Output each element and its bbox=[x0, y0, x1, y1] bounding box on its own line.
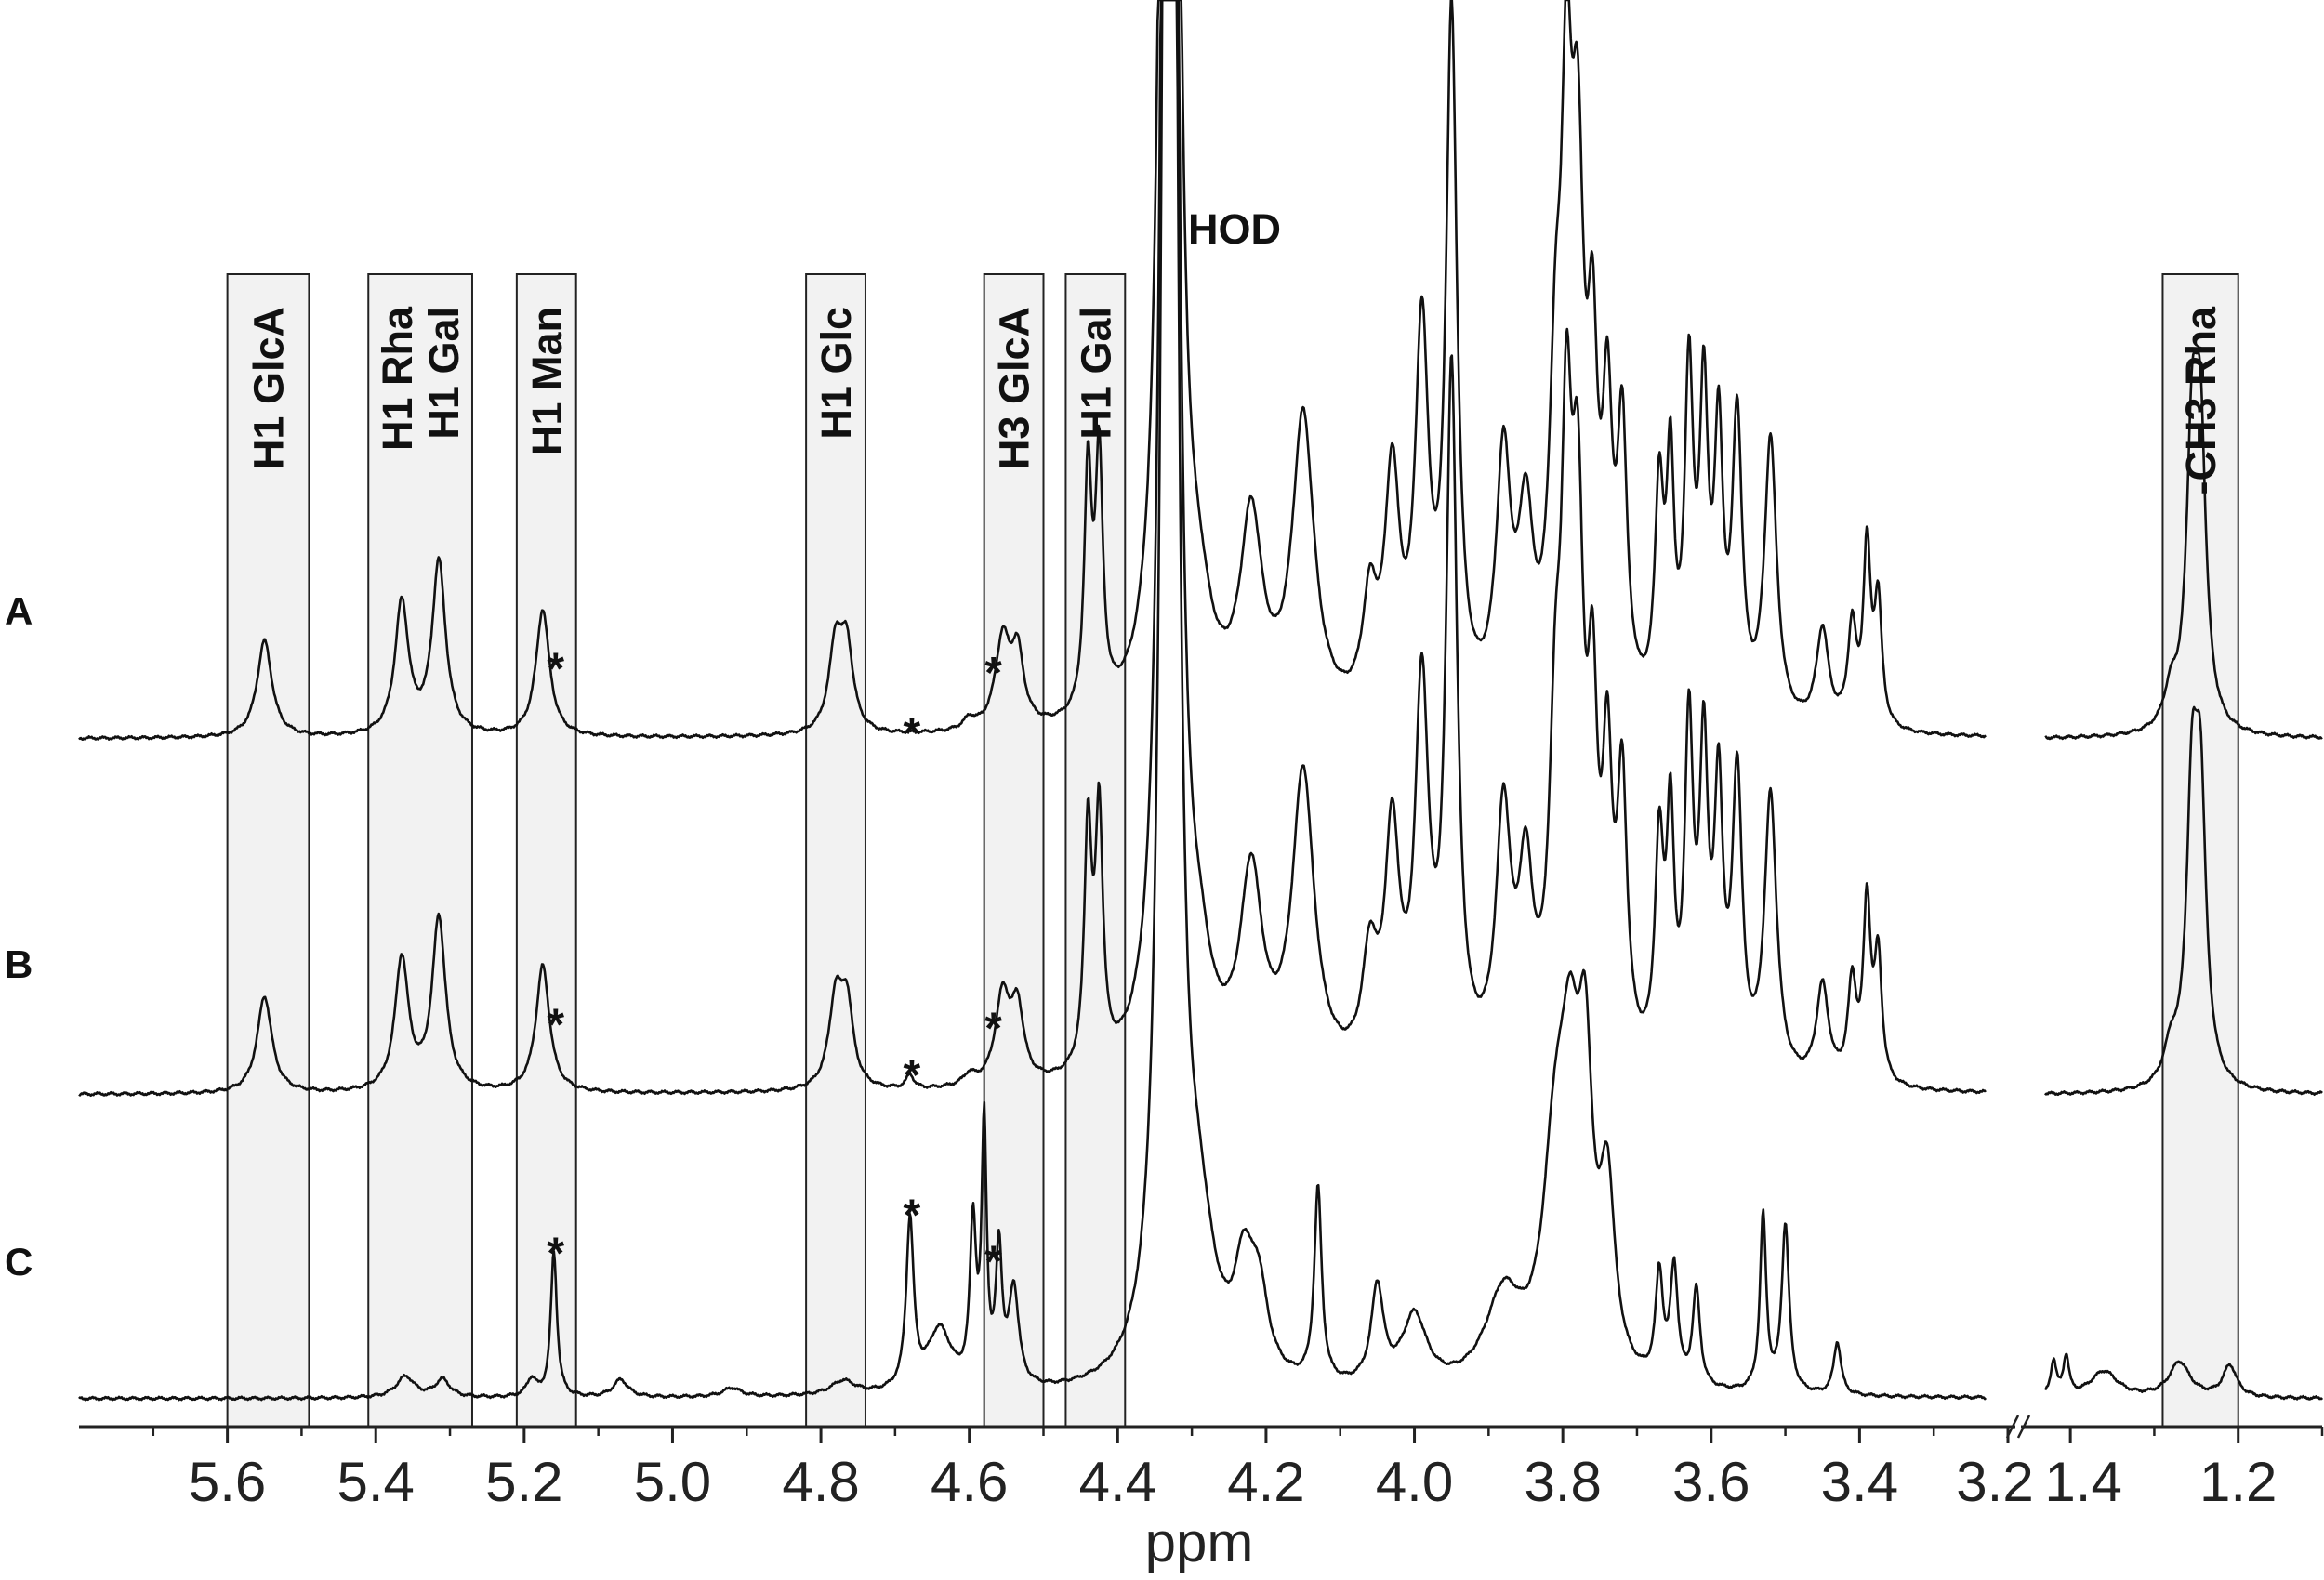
x-tick-label: 5.4 bbox=[337, 1451, 415, 1513]
axis-break-mark bbox=[2016, 1415, 2031, 1439]
assignment-band bbox=[367, 273, 473, 1428]
spectrum-trace-c bbox=[2043, 1352, 2324, 1401]
trace-label-b: B bbox=[5, 942, 33, 986]
x-tick-label: 4.6 bbox=[931, 1451, 1008, 1513]
x-tick-label: 3.8 bbox=[1524, 1451, 1601, 1513]
trace-labels: A * * * B * * * C * * * bbox=[5, 589, 1002, 1286]
asterisk-marker: * bbox=[904, 709, 921, 758]
asterisk-marker: * bbox=[984, 649, 1002, 698]
x-tick-label: 3.4 bbox=[1821, 1451, 1898, 1513]
x-tick-label: 5.0 bbox=[634, 1451, 711, 1513]
asterisk-marker: * bbox=[904, 1051, 921, 1100]
x-tick-label: 4.8 bbox=[782, 1451, 859, 1513]
assignment-label: H1 Rha bbox=[374, 306, 421, 451]
trace-label-c: C bbox=[5, 1240, 33, 1284]
hod-label: HOD bbox=[1188, 205, 1281, 253]
asterisk-marker: * bbox=[547, 1000, 564, 1049]
assignment-label: H1 Gal bbox=[420, 307, 468, 440]
assignment-band bbox=[983, 273, 1045, 1428]
asterisk-marker: * bbox=[904, 1191, 921, 1240]
x-tick-label: 4.0 bbox=[1376, 1451, 1453, 1513]
x-tick-label: 3.6 bbox=[1672, 1451, 1750, 1513]
assignment-label: H1 Glc bbox=[812, 307, 860, 440]
x-axis: 5.6 5.4 5.2 5.0 4.8 4.6 4.4 4.2 4.0 3.8 3.6 3.4 3.2 1… bbox=[79, 1415, 2324, 1513]
assignment-label: H1 Man bbox=[523, 307, 571, 455]
assignment-regions: H1 GlcA H1 Rha H1 Gal H1 Man H1 Glc H3 GlcA H1… bbox=[226, 273, 2239, 1428]
assignment-band bbox=[515, 273, 577, 1428]
x-tick-label: 3.2 bbox=[1956, 1451, 2033, 1513]
assignment-label: H1 GlcA bbox=[245, 307, 293, 469]
x-axis-label: ppm bbox=[1145, 1511, 1254, 1573]
asterisk-marker: * bbox=[984, 1237, 1002, 1286]
spectrum-trace-c bbox=[78, 0, 1987, 1402]
assignment-band bbox=[2161, 273, 2239, 1428]
x-tick-label: 5.2 bbox=[485, 1451, 562, 1513]
x-tick-label: 1.2 bbox=[2199, 1451, 2277, 1513]
assignment-label: H1 Gal bbox=[1072, 307, 1119, 440]
assignment-band bbox=[805, 273, 866, 1428]
asterisk-marker: * bbox=[984, 1005, 1002, 1054]
x-tick-label: 4.4 bbox=[1079, 1451, 1156, 1513]
spectrum-trace-b bbox=[2044, 705, 2323, 1097]
spectrum-trace-b bbox=[78, 0, 1987, 1098]
asterisk-marker: * bbox=[547, 1229, 564, 1278]
trace-label-a: A bbox=[5, 589, 33, 633]
asterisk-marker: * bbox=[547, 644, 564, 693]
x-tick-label: 1.4 bbox=[2044, 1451, 2121, 1513]
spectrum-trace-a bbox=[78, 0, 1987, 741]
x-tick-label: 5.6 bbox=[189, 1451, 266, 1513]
spectra-traces bbox=[78, 0, 2324, 1402]
spectrum-trace-a bbox=[2044, 350, 2323, 741]
assignment-label: H3 GlcA bbox=[991, 307, 1038, 469]
assignment-band bbox=[226, 273, 310, 1428]
x-tick-label: 4.2 bbox=[1227, 1451, 1304, 1513]
